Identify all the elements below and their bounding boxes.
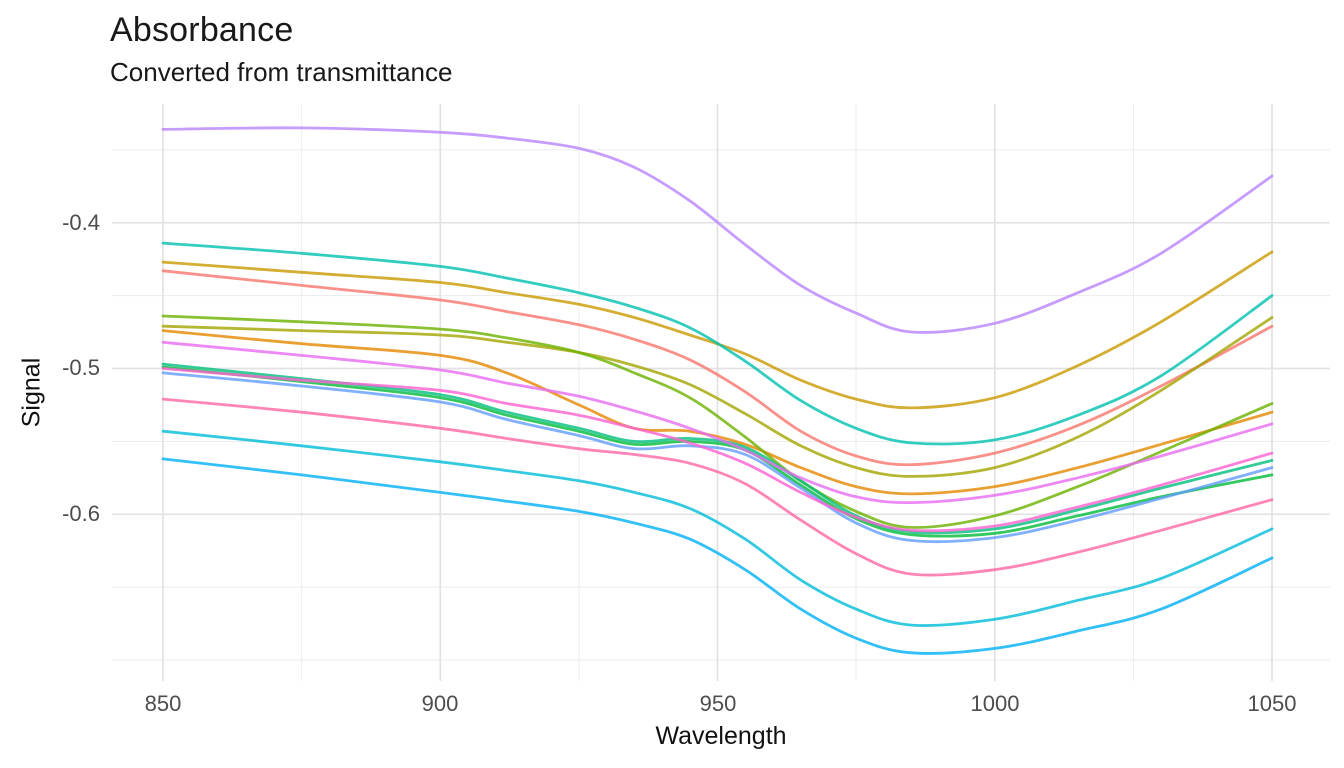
chart-subtitle: Converted from transmittance <box>110 57 453 87</box>
y-tick-label: -0.4 <box>62 210 100 235</box>
series-line-spectrum-08 <box>161 241 1274 446</box>
x-tick-label: 900 <box>421 691 459 716</box>
series-line-spectrum-11 <box>161 371 1274 544</box>
x-tick-label: 1000 <box>970 691 1020 716</box>
series-line-spectrum-02 <box>161 329 1274 496</box>
series-line-spectrum-05 <box>161 314 1274 529</box>
x-tick-label: 950 <box>699 691 737 716</box>
series-line-spectrum-03 <box>161 250 1274 410</box>
y-tick-label: -0.6 <box>62 501 100 526</box>
chart-title: Absorbance <box>110 11 294 49</box>
series-line-spectrum-01 <box>161 269 1274 467</box>
series-line-spectrum-09 <box>161 429 1274 627</box>
series-line-spectrum-04 <box>161 316 1274 478</box>
series-line-spectrum-15 <box>161 397 1274 577</box>
series-line-spectrum-07 <box>161 362 1274 535</box>
series-line-spectrum-14 <box>161 367 1274 533</box>
x-axis-title: Wavelength <box>655 722 787 750</box>
series-line-spectrum-12 <box>161 126 1274 334</box>
x-tick-label: 1050 <box>1247 691 1297 716</box>
y-axis-title: Signal <box>17 357 46 428</box>
series-line-spectrum-10 <box>161 457 1274 655</box>
series-line-spectrum-13 <box>161 340 1274 505</box>
x-tick-label: 850 <box>144 691 182 716</box>
y-tick-label: -0.5 <box>62 355 100 380</box>
